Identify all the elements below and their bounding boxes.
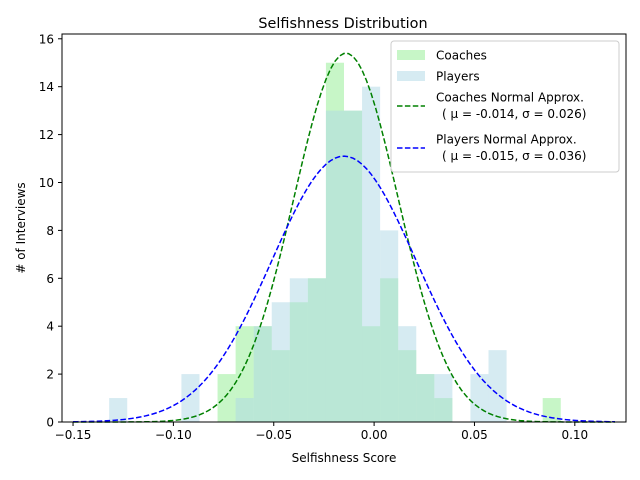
chart-title: Selfishness Distribution (258, 16, 427, 32)
bar-players-6 (181, 374, 200, 422)
x-axis-ticks: −0.15 −0.10 −0.05 0.00 0.05 0.10 (55, 422, 588, 442)
bar-players-14 (325, 110, 344, 423)
x-tick-label: −0.05 (255, 428, 292, 442)
bar-players-22 (470, 374, 489, 422)
x-tick-label: −0.10 (155, 428, 192, 442)
bar-players-20 (434, 374, 453, 422)
bar-players-2 (109, 398, 128, 422)
curve-coaches-normal-approx- (73, 52, 615, 423)
y-tick-label: 6 (46, 272, 54, 286)
normal-curves (73, 52, 615, 423)
legend-label: Coaches (436, 49, 487, 63)
bar-players-13 (307, 278, 326, 422)
x-tick-label: −0.15 (55, 428, 92, 442)
bar-players-23 (488, 350, 507, 422)
y-tick-label: 0 (46, 416, 54, 430)
legend-box (390, 40, 620, 173)
legend: Coaches Players Coaches Normal Approx. ( μ … (390, 40, 620, 173)
bar-players-11 (271, 302, 290, 422)
histogram-bars (109, 62, 561, 423)
x-tick-label: 0.10 (561, 428, 588, 442)
legend-label: Coaches Normal Approx. (436, 91, 584, 105)
legend-label-detail: ( μ = -0.014, σ = 0.026) (442, 107, 586, 121)
y-tick-label: 14 (39, 80, 54, 94)
plot-area (61, 33, 627, 423)
legend-swatch (397, 71, 425, 81)
y-axis-ticks: 0 2 4 6 8 10 12 14 16 (39, 32, 62, 430)
x-tick-label: 0.00 (361, 428, 388, 442)
bar-coaches-26 (542, 398, 561, 422)
y-tick-label: 10 (39, 176, 54, 190)
y-tick-label: 16 (39, 32, 54, 46)
y-tick-label: 2 (46, 368, 54, 382)
bar-players-18 (398, 326, 417, 422)
bar-players-10 (253, 326, 272, 422)
y-tick-label: 4 (46, 320, 54, 334)
legend-label: Players (436, 70, 480, 84)
bar-coaches-8 (217, 374, 236, 422)
x-axis-label: Selfishness Score (292, 451, 397, 465)
legend-swatch (397, 50, 425, 60)
bar-players-12 (289, 278, 308, 422)
y-tick-label: 12 (39, 128, 54, 142)
bar-players-15 (344, 110, 363, 423)
y-tick-label: 8 (46, 224, 54, 238)
legend-label-detail: ( μ = -0.015, σ = 0.036) (442, 149, 586, 163)
curve-players-normal-approx- (73, 155, 615, 423)
x-tick-label: 0.05 (461, 428, 488, 442)
bar-players-19 (416, 374, 435, 422)
y-axis-label: # of Interviews (14, 182, 28, 273)
bar-players-17 (380, 230, 399, 422)
plot-frame (61, 33, 627, 423)
legend-label: Players Normal Approx. (436, 133, 577, 147)
bar-players-9 (235, 398, 254, 422)
bar-players-16 (362, 86, 381, 423)
